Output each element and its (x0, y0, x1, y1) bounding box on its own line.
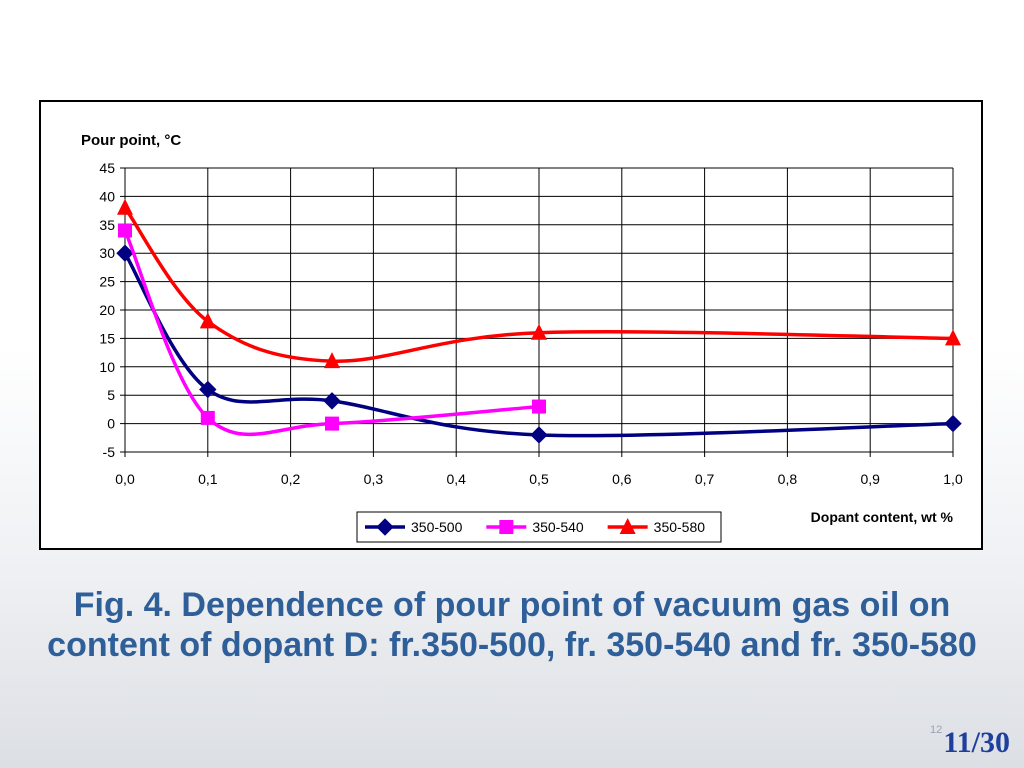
x-tick-label: 0,7 (695, 471, 715, 487)
x-tick-label: 0,6 (612, 471, 632, 487)
axes (120, 167, 954, 457)
x-tick-label: 0,8 (778, 471, 798, 487)
x-tick-label: 1,0 (943, 471, 963, 487)
slide-number: 11/30 (943, 726, 1010, 759)
data-point-350-580 (531, 323, 547, 340)
series-350-540 (118, 223, 546, 437)
series-350-500 (116, 244, 962, 444)
y-tick-label: 10 (99, 359, 115, 375)
x-axis-title: Dopant content, wt % (811, 509, 954, 525)
y-tick-label: 40 (99, 188, 115, 204)
data-point-350-540 (532, 399, 546, 414)
y-tick-label: 25 (99, 274, 115, 290)
data-point-350-540 (325, 416, 339, 431)
data-point-350-500 (199, 380, 217, 399)
y-tick-label: 15 (99, 330, 115, 346)
x-tick-label: 0,4 (446, 471, 466, 487)
chart-frame: Pour point, °C Dopant content, wt % -5 0 5… (39, 100, 983, 550)
legend-box (356, 511, 722, 543)
data-point-350-580 (324, 352, 340, 369)
y-tick-label: 35 (99, 217, 115, 233)
data-point-350-580 (117, 198, 133, 215)
y-tick-label: 0 (107, 416, 115, 432)
footnote-mark: 12 (930, 724, 943, 736)
legend: 350-500 350-540 350-580 (356, 511, 722, 543)
y-axis-title: Pour point, °C (81, 132, 181, 149)
legend-marker-350-580 (619, 518, 636, 534)
tick-labels: -5 0 5 10 15 20 25 30 35 40 45 0,0 0,1 0,2 0,3 0,4 0,5 0,… (99, 160, 963, 487)
data-point-350-540 (118, 223, 132, 238)
data-point-350-580 (945, 329, 961, 346)
y-tick-label: 45 (99, 160, 115, 176)
legend-marker-350-540 (499, 520, 514, 534)
y-tick-label: 30 (99, 245, 115, 261)
y-tick-label: -5 (103, 444, 116, 460)
data-series (116, 198, 962, 444)
legend-label-350-540: 350-540 (532, 519, 584, 535)
data-point-350-500 (944, 414, 962, 433)
y-tick-label: 20 (99, 302, 115, 318)
data-point-350-500 (530, 426, 548, 444)
legend-label-350-580: 350-580 (654, 519, 706, 535)
x-tick-label: 0,2 (281, 471, 301, 487)
series-350-580 (117, 198, 961, 369)
series-line-350-500 (123, 252, 954, 438)
x-tick-label: 0,5 (529, 471, 549, 487)
legend-label-350-500: 350-500 (411, 519, 463, 535)
figure-caption: Fig. 4. Dependence of pour point of vacu… (47, 586, 977, 664)
data-point-350-580 (199, 312, 216, 329)
x-tick-label: 0,1 (198, 471, 218, 487)
legend-marker-350-500 (376, 518, 394, 536)
series-line-350-580 (123, 206, 954, 363)
pour-point-chart: Pour point, °C Dopant content, wt % -5 0 5… (81, 132, 963, 543)
data-point-350-540 (200, 410, 215, 425)
data-point-350-500 (116, 244, 134, 262)
x-tick-label: 0,9 (860, 471, 880, 487)
x-tick-label: 0,3 (364, 471, 384, 487)
x-tick-label: 0,0 (115, 471, 135, 487)
data-point-350-500 (323, 392, 341, 410)
series-line-350-540 (123, 229, 540, 437)
y-tick-label: 5 (107, 387, 115, 403)
